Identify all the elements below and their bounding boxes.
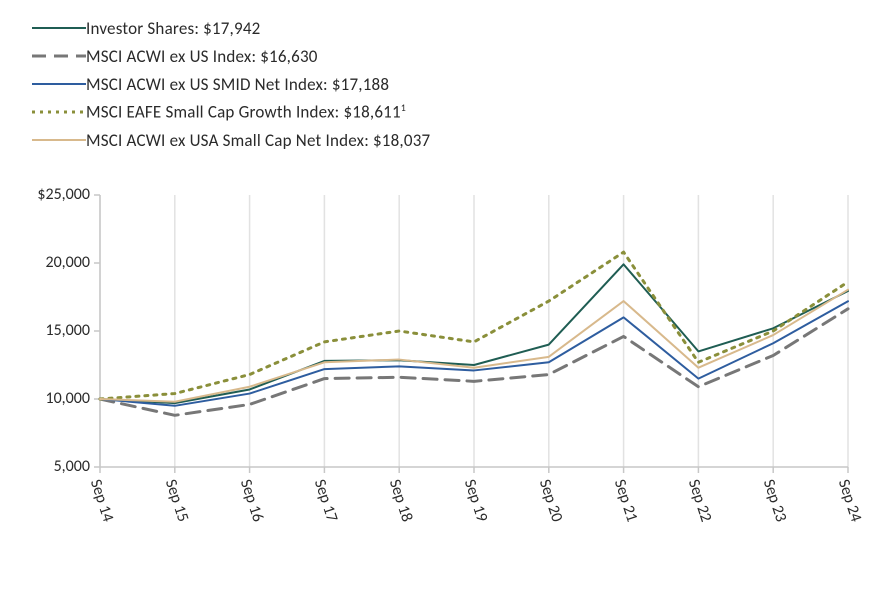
legend-label: MSCI ACWI ex US SMID Net Index: $17,188 (86, 74, 389, 95)
legend-swatch (32, 126, 86, 154)
plot-svg (0, 170, 876, 570)
legend-label: MSCI ACWI ex US Index: $16,630 (86, 46, 318, 67)
legend-label: Investor Shares: $17,942 (86, 18, 260, 39)
y-tick-label: 5,000 (10, 457, 90, 476)
legend-swatch (32, 98, 86, 126)
legend: Investor Shares: $17,942 MSCI ACWI ex US … (32, 14, 430, 154)
chart-area: 5,00010,00015,00020,000$25,000Sep 14Sep … (0, 170, 876, 570)
legend-item-eafe_small_growth: MSCI EAFE Small Cap Growth Index: $18,61… (32, 98, 430, 126)
legend-swatch (32, 70, 86, 98)
y-tick-label: $25,000 (10, 185, 90, 204)
legend-item-investor_shares: Investor Shares: $17,942 (32, 14, 430, 42)
legend-swatch (32, 42, 86, 70)
legend-swatch (32, 14, 86, 42)
legend-label: MSCI ACWI ex USA Small Cap Net Index: $1… (86, 130, 430, 151)
legend-item-acwi_ex_us: MSCI ACWI ex US Index: $16,630 (32, 42, 430, 70)
legend-item-acwi_ex_usa_small: MSCI ACWI ex USA Small Cap Net Index: $1… (32, 126, 430, 154)
legend-label: MSCI EAFE Small Cap Growth Index: $18,61… (86, 101, 406, 123)
y-tick-label: 15,000 (10, 321, 90, 340)
performance-chart-page: { "chart": { "type": "line", "width": 87… (0, 0, 876, 591)
y-tick-label: 10,000 (10, 389, 90, 408)
legend-item-acwi_ex_us_smid: MSCI ACWI ex US SMID Net Index: $17,188 (32, 70, 430, 98)
y-tick-label: 20,000 (10, 253, 90, 272)
